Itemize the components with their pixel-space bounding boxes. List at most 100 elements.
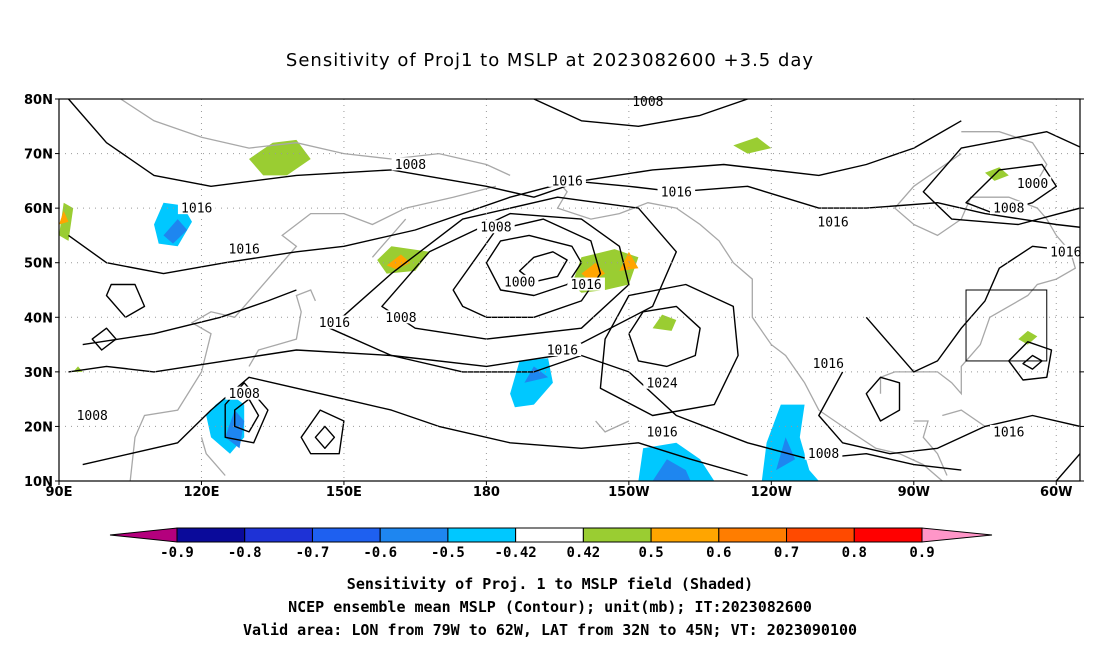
contour-label-bg [809,356,848,370]
lon-label: 60W [1040,485,1072,500]
mslp-contour-10 [1008,341,1053,381]
colorbar-label: 0.42 [567,545,601,561]
colorbar-swatch-5 [515,527,584,543]
shade-region-6 [249,139,311,176]
colorbar-label: 0.6 [706,545,731,561]
mslp-contour-5 [628,305,701,368]
colorbar-swatch-6 [582,527,652,543]
lon-label: 180 [473,485,500,500]
contour-label: 1016 [993,425,1024,440]
colorbar-arrow-right [921,527,993,543]
contour-label-bg [1046,244,1085,258]
coastline-8 [942,409,986,427]
contour-label-bg [989,201,1028,215]
shade-region-19 [776,437,796,471]
contour-label-bg [315,315,354,329]
contour-label-bg [382,310,420,324]
contour-label-bg [500,274,539,288]
contour-label-bg [629,94,667,108]
lon-label: 120W [751,485,792,500]
shade-region-12 [510,358,553,408]
contour-label: 1008 [77,409,108,424]
contour-label: 1016 [319,316,350,331]
contour-label-bg [657,184,696,198]
contour-label: 1008 [808,447,839,462]
contour-label-bg [477,220,515,234]
mslp-contour-23 [1055,452,1080,481]
contour-label-bg [1013,176,1052,190]
colorbar: -0.9 -0.8 -0.7 -0.6 -0.5 -0.42 0.42 0.5 0.6 0.7 0.… [109,527,993,561]
contour-label-bg [73,408,112,422]
shade-region-13 [524,366,549,383]
axis-ticks [55,98,1084,485]
colorbar-swatch-4 [447,527,517,543]
contour-label: 1008 [229,387,260,402]
colorbar-label: -0.42 [495,545,537,561]
contour-label-bg [643,375,681,389]
coastline-7 [913,420,948,476]
lat-label: 60N [24,202,53,217]
contour-label: 1016 [661,185,692,200]
valid-area-box [965,289,1048,362]
colorbar-swatch-10 [853,527,923,543]
lon-label: 150W [608,485,649,500]
mslp-contour-20 [82,376,748,477]
coastlines [120,99,1077,481]
coastline-1 [129,185,497,481]
shade-region-1 [386,254,411,270]
shade-region-17 [652,459,691,481]
grid-lines [59,99,1080,481]
contour-label-bg [989,424,1028,438]
coastline-11 [200,437,226,476]
colorbar-swatch-2 [311,527,381,543]
contour-label: 1016 [570,278,601,293]
plot-frame [58,98,1081,482]
lat-label: 70N [24,148,53,163]
colorbar-swatch-1 [244,527,313,543]
contour-label: 1016 [181,202,212,217]
mslp-contour-13 [224,382,269,444]
colorbar-swatch-0 [176,527,246,543]
shade-region-9 [1018,330,1038,345]
contour-label: 1016 [547,344,578,359]
shade-region-5 [652,314,677,331]
chart-title: Sensitivity of Proj1 to MSLP at 20230826… [285,50,815,71]
contour-label: 1000 [1017,177,1048,192]
contour-label: 1016 [817,215,848,230]
mslp-contour-9 [1022,354,1043,370]
lat-label: 10N [24,475,53,490]
mslp-contour-19 [82,289,297,346]
contour-label-bg [225,386,264,400]
mslp-contour-15 [300,409,345,455]
mslp-contour-14 [314,425,336,449]
colorbar-arrow-left [109,527,178,543]
contour-label-bg [814,214,852,228]
contour-label: 1000 [504,275,535,290]
lat-label: 50N [24,257,53,272]
mslp-contour-11 [865,376,901,422]
contour-label: 1016 [229,243,260,258]
contour-label: 1016 [646,425,677,440]
contour-label: 1008 [395,158,426,173]
mslp-contour-24 [533,99,748,127]
mslp-contour-12 [234,398,260,433]
lat-label: 80N [24,93,53,108]
contour-label: 1008 [385,311,416,326]
shade-region-11 [163,219,188,244]
contour-label: 1008 [480,221,511,236]
shade-region-20 [1094,285,1100,482]
lon-label: 90W [898,485,930,500]
lon-label: 150E [326,485,362,500]
contour-label-bg [543,343,582,357]
colorbar-label: 0.7 [774,545,799,561]
contour-label: 1008 [632,95,663,110]
mslp-contour-25 [105,283,146,318]
lat-label: 30N [24,366,53,381]
lon-label: 90E [46,485,73,500]
colorbar-swatch-9 [786,527,855,543]
shade-region-25 [59,210,69,225]
mslp-contour-26 [91,327,117,351]
colorbar-swatch-3 [379,527,449,543]
contour-label: 1016 [1050,245,1081,260]
